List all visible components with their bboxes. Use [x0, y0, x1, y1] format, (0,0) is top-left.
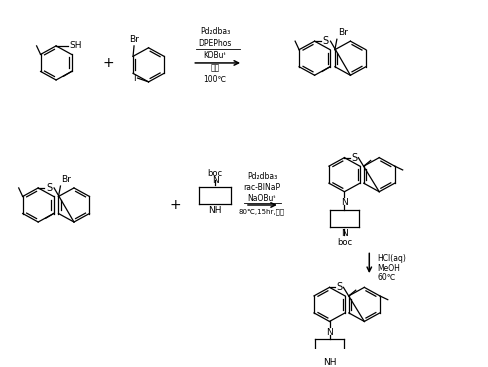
Text: S: S — [336, 282, 343, 292]
Text: MeOH: MeOH — [377, 264, 400, 273]
Text: S: S — [323, 36, 328, 46]
Text: 甲芯: 甲芯 — [210, 63, 220, 72]
Text: KOBuᵗ: KOBuᵗ — [203, 51, 226, 60]
Text: N: N — [341, 229, 348, 238]
Text: rac-BlNaP: rac-BlNaP — [244, 184, 281, 192]
Text: DPEPhos: DPEPhos — [199, 39, 232, 48]
Text: HCl(aq): HCl(aq) — [377, 254, 406, 264]
Text: I: I — [133, 74, 136, 83]
Text: NH: NH — [323, 359, 336, 367]
Text: NaOBuᵗ: NaOBuᵗ — [247, 194, 276, 203]
Text: N: N — [212, 176, 219, 185]
Text: S: S — [351, 153, 357, 163]
Text: boc: boc — [207, 169, 223, 178]
Text: SH: SH — [69, 41, 81, 50]
Text: +: + — [103, 56, 115, 70]
Text: Pd₂dba₃: Pd₂dba₃ — [247, 172, 277, 181]
Text: 60℃: 60℃ — [377, 273, 396, 282]
Text: Br: Br — [129, 35, 139, 44]
Text: N: N — [326, 328, 333, 337]
Text: S: S — [46, 183, 52, 193]
Text: boc: boc — [337, 238, 352, 247]
Text: Pd₂dba₃: Pd₂dba₃ — [200, 27, 230, 36]
Text: N: N — [341, 198, 348, 207]
Text: +: + — [170, 198, 181, 212]
Text: NH: NH — [208, 206, 222, 215]
Text: 80℃,15hr,甲芯: 80℃,15hr,甲芯 — [239, 208, 285, 215]
Text: Br: Br — [338, 28, 348, 37]
Text: Br: Br — [61, 175, 71, 184]
Text: 100℃: 100℃ — [203, 76, 227, 84]
